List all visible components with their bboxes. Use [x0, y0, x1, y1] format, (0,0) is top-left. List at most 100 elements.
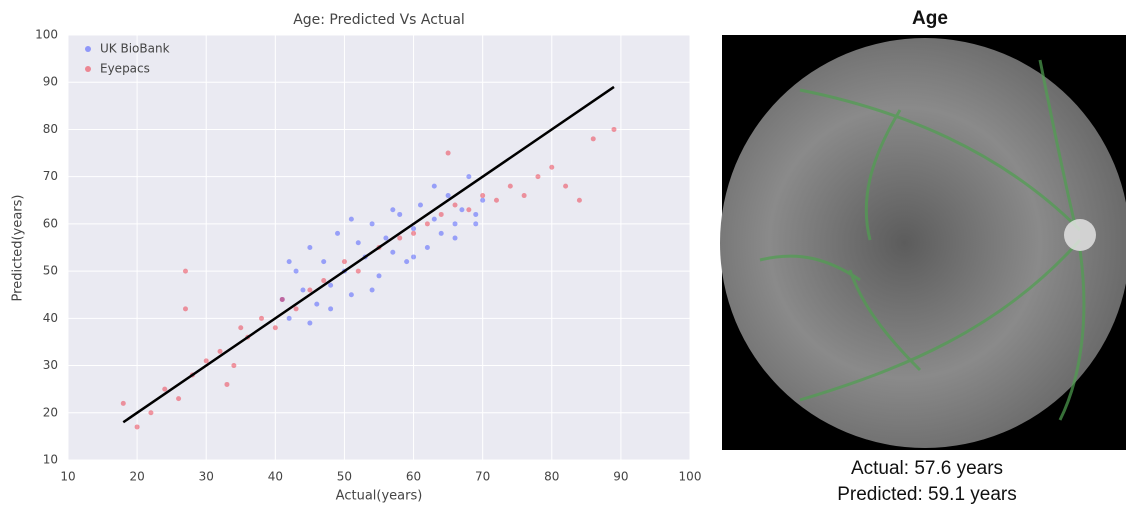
scatter-point [493, 197, 499, 203]
x-tick-label: 20 [129, 470, 144, 484]
scatter-point [424, 221, 430, 227]
scatter-point [238, 325, 244, 331]
scatter-point [480, 193, 486, 199]
legend-label: UK BioBank [100, 42, 170, 56]
x-tick-label: 40 [268, 470, 283, 484]
scatter-point [473, 211, 479, 217]
x-tick-label: 80 [544, 470, 559, 484]
scatter-point [376, 273, 382, 279]
x-tick-label: 60 [406, 470, 421, 484]
y-tick-label: 90 [43, 75, 58, 89]
scatter-point [452, 202, 458, 208]
scatter-point [452, 235, 458, 241]
x-tick-label: 100 [679, 470, 702, 484]
scatter-point [300, 287, 306, 293]
scatter-point [134, 424, 140, 430]
y-tick-label: 30 [43, 358, 58, 372]
scatter-point [341, 259, 347, 265]
scatter-point [272, 325, 278, 331]
scatter-point [279, 296, 285, 302]
y-tick-label: 20 [43, 405, 58, 419]
scatter-point [404, 259, 410, 265]
scatter-point [411, 254, 417, 260]
scatter-point [348, 292, 354, 298]
scatter-point [480, 197, 486, 203]
scatter-point [217, 348, 223, 354]
scatter-point [162, 386, 168, 392]
scatter-point [307, 287, 313, 293]
retina-image [720, 38, 1126, 448]
scatter-point [590, 136, 596, 142]
chart-title: Age: Predicted Vs Actual [293, 12, 465, 28]
scatter-point [390, 249, 396, 255]
scatter-point [390, 207, 396, 213]
y-tick-label: 80 [43, 122, 58, 136]
scatter-point [438, 211, 444, 217]
scatter-point [521, 193, 527, 199]
scatter-point [535, 174, 541, 180]
scatter-point [307, 320, 313, 326]
scatter-point [369, 221, 375, 227]
scatter-point [176, 396, 182, 402]
scatter-point [293, 268, 299, 274]
scatter-point [224, 381, 230, 387]
scatter-point [335, 230, 341, 236]
legend-marker [85, 66, 91, 72]
scatter-point [328, 306, 334, 312]
scatter-point [369, 287, 375, 293]
x-tick-label: 90 [613, 470, 628, 484]
x-tick-label: 10 [60, 470, 75, 484]
y-tick-label: 40 [43, 311, 58, 325]
scatter-point [452, 221, 458, 227]
x-axis-label: Actual(years) [336, 489, 423, 504]
scatter-point [411, 226, 417, 232]
scatter-point [459, 207, 465, 213]
legend-marker [85, 46, 91, 52]
scatter-point [286, 259, 292, 265]
scatter-point [348, 216, 354, 222]
scatter-point [182, 268, 188, 274]
scatter-point [286, 315, 292, 321]
optic-disc [1064, 219, 1096, 251]
scatter-point [397, 235, 403, 241]
scatter-point [203, 358, 209, 364]
scatter-point [411, 230, 417, 236]
scatter-point [259, 315, 265, 321]
scatter-point [438, 230, 444, 236]
scatter-point [507, 183, 513, 189]
scatter-point [431, 216, 437, 222]
y-tick-label: 10 [43, 453, 58, 467]
scatter-point [279, 296, 285, 302]
scatter-point [563, 183, 569, 189]
scatter-point [355, 240, 361, 246]
caption-line: Predicted: 59.1 years [837, 484, 1017, 505]
plot [67, 34, 691, 461]
scatter-point [397, 211, 403, 217]
scatter-point [611, 126, 617, 132]
scatter-point [314, 301, 320, 307]
y-axis-label: Predicted(years) [11, 195, 26, 302]
scatter-point [445, 193, 451, 199]
x-tick-label: 50 [337, 470, 352, 484]
scatter-point [321, 278, 327, 284]
scatter-point [148, 410, 154, 416]
scatter-point [445, 150, 451, 156]
scatter-point [576, 197, 582, 203]
scatter-point [328, 282, 334, 288]
image-title: Age [912, 8, 948, 29]
scatter-point [417, 202, 423, 208]
vessel-overlay [759, 59, 1086, 421]
scatter-point [466, 207, 472, 213]
x-tick-label: 70 [475, 470, 490, 484]
y-tick-label: 70 [43, 169, 58, 183]
y-tick-label: 100 [35, 28, 58, 42]
scatter-point [431, 183, 437, 189]
scatter-point [383, 235, 389, 241]
scatter-point [473, 221, 479, 227]
y-tick-label: 60 [43, 216, 58, 230]
scatter-point [231, 363, 237, 369]
scatter-point [307, 245, 313, 250]
scatter-point [293, 306, 299, 312]
y-tick-label: 50 [43, 264, 58, 278]
